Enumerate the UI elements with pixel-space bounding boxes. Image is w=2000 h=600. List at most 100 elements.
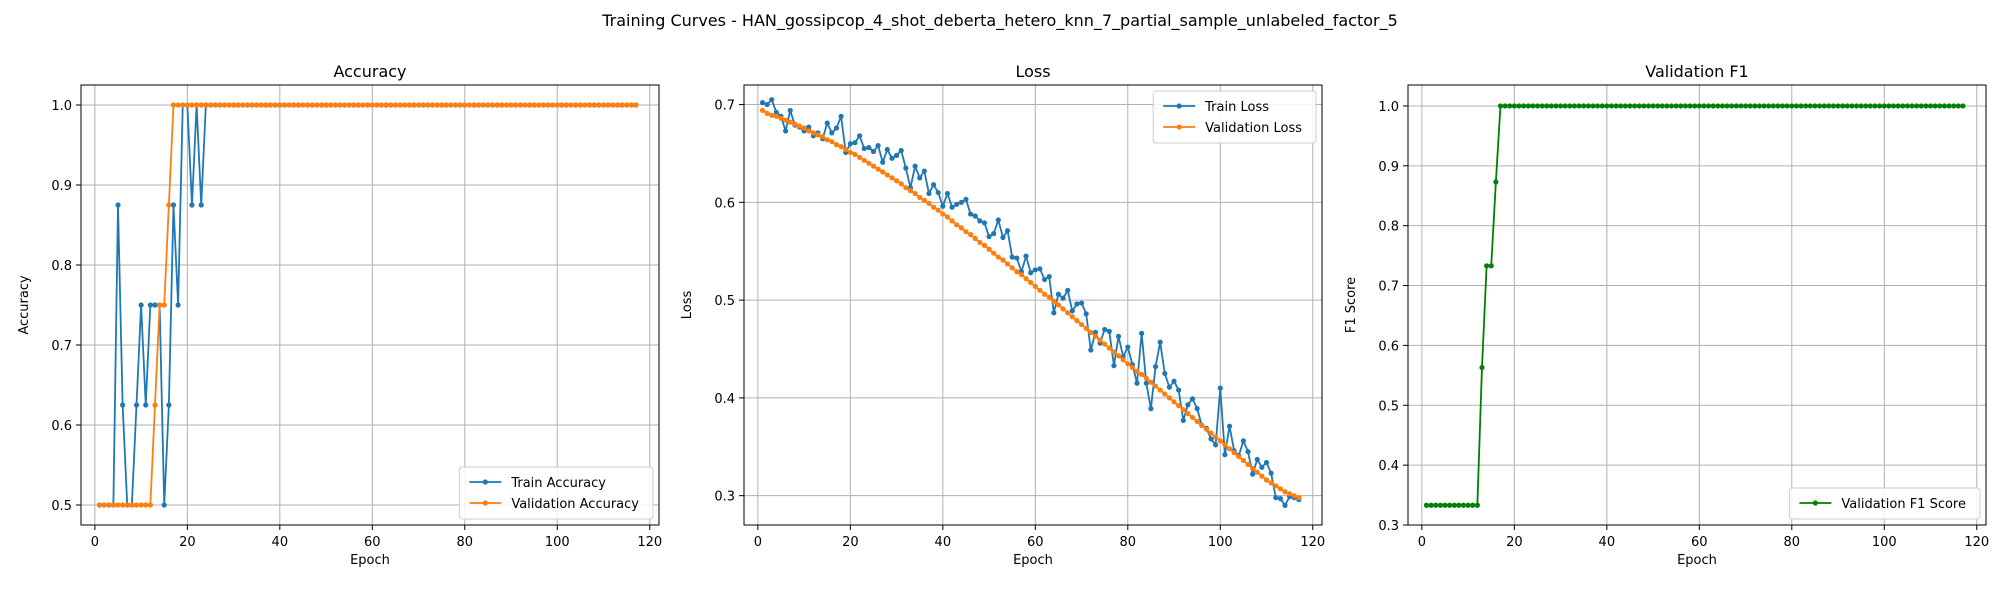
data-point: [1176, 403, 1182, 409]
data-point: [1023, 253, 1029, 259]
data-point: [1037, 266, 1043, 272]
data-point: [1213, 442, 1219, 448]
data-point: [1548, 103, 1554, 109]
data-point: [1291, 493, 1297, 499]
data-point: [1770, 103, 1776, 109]
data-point: [1185, 402, 1191, 408]
data-point: [1451, 502, 1457, 508]
data-point: [230, 102, 237, 108]
x-axis-label: Epoch: [1013, 553, 1053, 568]
legend-swatch-marker: [1812, 500, 1818, 506]
y-tick-label: 0.6: [51, 419, 72, 434]
data-point: [930, 204, 937, 210]
data-point: [1046, 274, 1052, 280]
data-point: [1692, 103, 1698, 109]
y-axis-label: F1 Score: [1344, 277, 1359, 333]
data-point: [1102, 326, 1108, 333]
data-point: [1890, 103, 1897, 109]
data-point: [759, 107, 766, 114]
data-point: [341, 102, 348, 108]
data-point: [954, 201, 960, 207]
data-point: [397, 102, 403, 108]
data-point: [161, 302, 167, 308]
data-point: [392, 102, 399, 108]
data-point: [1571, 103, 1578, 109]
data-point: [995, 217, 1001, 223]
data-point: [1742, 103, 1749, 109]
data-point: [175, 102, 181, 108]
x-tick-label: 100: [545, 535, 570, 550]
data-point: [1162, 370, 1168, 377]
data-point: [1484, 263, 1490, 269]
data-point: [1733, 103, 1739, 109]
data-point: [963, 229, 969, 235]
x-tick-label: 40: [1599, 535, 1616, 550]
data-point: [838, 113, 844, 119]
data-point: [1618, 103, 1624, 109]
data-point: [1189, 396, 1196, 402]
data-point: [1180, 407, 1186, 413]
data-point: [600, 102, 607, 108]
data-point: [1585, 103, 1591, 109]
data-point: [847, 141, 853, 147]
data-point: [1960, 103, 1966, 109]
data-point: [917, 175, 923, 181]
data-point: [1895, 103, 1901, 109]
data-point: [194, 102, 200, 108]
data-point: [866, 160, 872, 166]
data-point: [378, 102, 385, 108]
data-point: [1083, 311, 1089, 317]
data-point: [439, 102, 445, 108]
data-point: [124, 502, 130, 508]
data-point: [133, 502, 140, 508]
data-point: [806, 124, 812, 130]
data-point: [1668, 103, 1675, 109]
y-tick-label: 0.3: [714, 490, 735, 505]
x-tick-label: 0: [1418, 535, 1426, 550]
data-point: [568, 102, 574, 108]
data-point: [610, 102, 616, 108]
data-point: [1078, 321, 1085, 328]
data-point: [170, 102, 177, 108]
data-point: [189, 102, 195, 108]
y-tick-label: 1.0: [51, 99, 72, 114]
data-point: [1143, 380, 1149, 386]
data-point: [1576, 103, 1582, 109]
data-point: [1687, 103, 1693, 109]
data-point: [1752, 103, 1758, 109]
data-point: [1194, 418, 1200, 424]
y-tick-label: 0.8: [51, 259, 72, 274]
data-point: [884, 146, 890, 153]
data-point: [949, 204, 955, 210]
data-point: [1069, 308, 1075, 314]
data-point: [930, 182, 937, 188]
data-point: [1904, 103, 1910, 109]
data-point: [1166, 395, 1173, 401]
data-point: [1194, 406, 1200, 412]
data-point: [1259, 464, 1265, 470]
data-point: [614, 102, 620, 108]
data-point: [138, 302, 144, 308]
data-point: [1715, 103, 1721, 109]
data-point: [314, 102, 320, 108]
data-point: [633, 102, 639, 108]
legend: Train Accuracy Validation Accuracy: [458, 466, 654, 520]
legend-swatch-marker: [1176, 103, 1182, 109]
data-point: [1539, 103, 1545, 109]
data-point: [563, 102, 570, 108]
data-point: [1028, 270, 1034, 276]
data-point: [175, 302, 181, 308]
data-point: [926, 200, 932, 206]
data-point: [147, 302, 153, 308]
data-point: [332, 102, 338, 108]
data-point: [591, 102, 597, 108]
data-point: [893, 178, 900, 184]
data-point: [1152, 383, 1159, 389]
data-point: [1120, 357, 1126, 363]
data-point: [1932, 103, 1938, 109]
data-point: [517, 102, 523, 108]
data-point: [1789, 103, 1795, 109]
data-point: [852, 140, 858, 146]
data-point: [1088, 329, 1094, 335]
data-point: [1460, 502, 1467, 508]
